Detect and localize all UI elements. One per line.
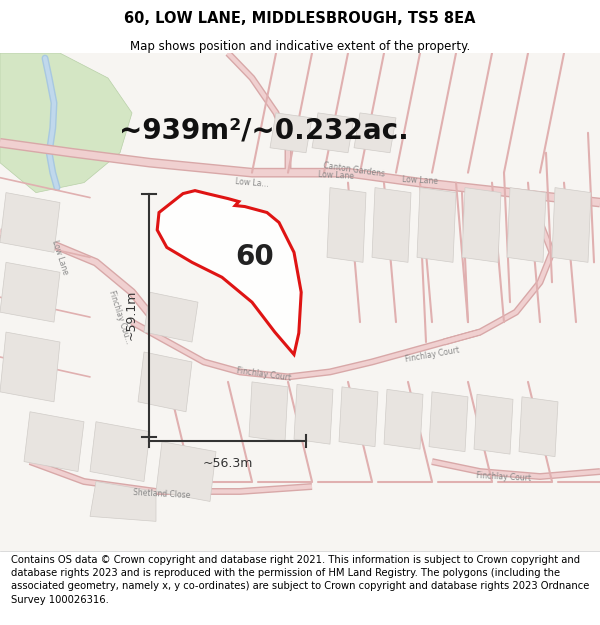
Polygon shape xyxy=(372,188,411,262)
Text: Contains OS data © Crown copyright and database right 2021. This information is : Contains OS data © Crown copyright and d… xyxy=(11,555,589,604)
Polygon shape xyxy=(144,292,198,342)
Polygon shape xyxy=(519,397,558,457)
Polygon shape xyxy=(327,188,366,262)
Polygon shape xyxy=(474,394,513,454)
Polygon shape xyxy=(294,384,333,444)
Polygon shape xyxy=(249,382,288,442)
Polygon shape xyxy=(0,262,60,322)
Text: Finchlay Court: Finchlay Court xyxy=(404,345,460,364)
Polygon shape xyxy=(90,481,156,521)
Polygon shape xyxy=(354,113,396,152)
Text: Finchlay Court: Finchlay Court xyxy=(236,366,292,382)
Polygon shape xyxy=(384,389,423,449)
Text: Low Lane: Low Lane xyxy=(50,239,70,276)
Polygon shape xyxy=(339,387,378,447)
Text: ~939m²/~0.232ac.: ~939m²/~0.232ac. xyxy=(119,116,409,144)
Polygon shape xyxy=(0,332,60,402)
Text: 60, LOW LANE, MIDDLESBROUGH, TS5 8EA: 60, LOW LANE, MIDDLESBROUGH, TS5 8EA xyxy=(124,11,476,26)
Text: Low Lane: Low Lane xyxy=(402,175,438,186)
Polygon shape xyxy=(462,188,501,262)
Polygon shape xyxy=(429,392,468,452)
Polygon shape xyxy=(90,422,150,481)
Polygon shape xyxy=(552,188,591,262)
Text: Shetland Close: Shetland Close xyxy=(133,488,191,500)
Polygon shape xyxy=(157,191,301,354)
Text: ~56.3m: ~56.3m xyxy=(202,457,253,469)
Polygon shape xyxy=(138,352,192,412)
Text: Canton Gardens: Canton Gardens xyxy=(323,161,385,179)
Text: Finchlay Cou...: Finchlay Cou... xyxy=(107,289,133,345)
Text: Low La...: Low La... xyxy=(235,177,269,189)
Polygon shape xyxy=(24,412,84,471)
Polygon shape xyxy=(312,113,354,152)
Text: Low Lane: Low Lane xyxy=(318,170,354,181)
Polygon shape xyxy=(0,53,132,192)
Polygon shape xyxy=(156,442,216,501)
Text: Map shows position and indicative extent of the property.: Map shows position and indicative extent… xyxy=(130,40,470,53)
Polygon shape xyxy=(270,113,312,152)
Polygon shape xyxy=(0,192,60,253)
Polygon shape xyxy=(417,188,456,262)
Text: 60: 60 xyxy=(236,243,274,271)
Text: ~59.1m: ~59.1m xyxy=(124,290,137,341)
Text: Finchlay Court: Finchlay Court xyxy=(476,471,532,482)
Polygon shape xyxy=(507,188,546,262)
